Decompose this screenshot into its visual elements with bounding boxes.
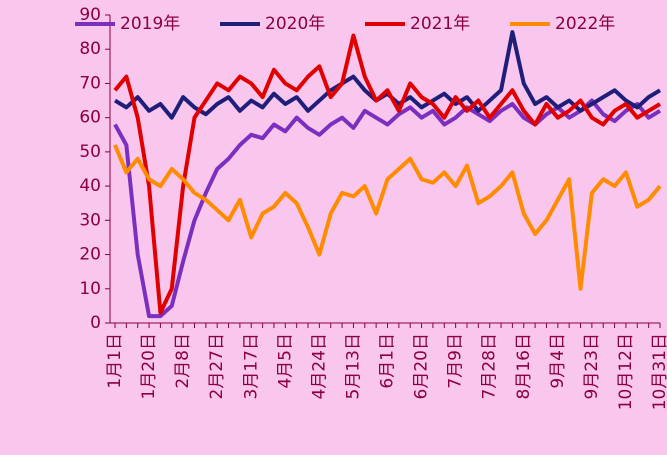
x-tick-label: 9月4日: [548, 333, 568, 389]
x-tick-label: 7月28日: [480, 333, 500, 399]
x-tick-label: 4月24日: [309, 333, 329, 399]
x-tick-label: 10月31日: [650, 333, 667, 410]
y-tick-label: 80: [79, 39, 101, 59]
x-tick-label: 1月20日: [139, 333, 159, 399]
x-tick-label: 6月20日: [412, 333, 432, 399]
y-tick-label: 40: [79, 176, 101, 196]
legend-label: 2022年: [555, 14, 615, 34]
x-tick-label: 2月8日: [173, 333, 193, 389]
y-tick-label: 30: [79, 210, 101, 230]
y-tick-label: 50: [79, 142, 101, 162]
y-tick-label: 0: [90, 313, 101, 333]
chart: 01020304050607080901月1日1月20日2月8日2月27日3月1…: [0, 0, 667, 455]
x-tick-label: 9月23日: [582, 333, 602, 399]
y-tick-label: 70: [79, 73, 101, 93]
legend-label: 2020年: [265, 14, 325, 34]
legend-label: 2021年: [410, 14, 470, 34]
legend-label: 2019年: [120, 14, 180, 34]
x-tick-label: 1月1日: [105, 333, 125, 389]
x-tick-label: 10月12日: [616, 333, 636, 410]
y-tick-label: 10: [79, 279, 101, 299]
y-tick-label: 20: [79, 245, 101, 265]
x-tick-label: 3月17日: [241, 333, 261, 399]
x-tick-label: 4月5日: [275, 333, 295, 389]
x-tick-label: 5月13日: [343, 333, 363, 399]
x-tick-label: 7月9日: [446, 333, 466, 389]
x-tick-label: 2月27日: [207, 333, 227, 399]
x-tick-label: 6月1日: [378, 333, 398, 389]
x-tick-label: 8月16日: [514, 333, 534, 399]
y-tick-label: 60: [79, 108, 101, 128]
